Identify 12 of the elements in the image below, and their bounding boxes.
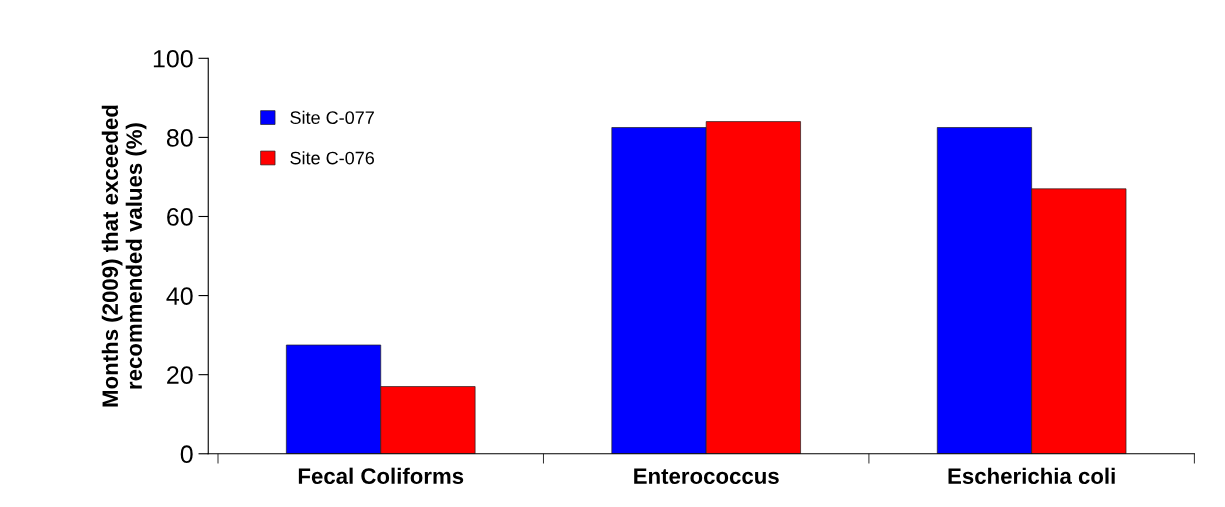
- y-tick-label: 100: [153, 49, 193, 68]
- y-tick-label: 20: [167, 366, 193, 384]
- x-tick-label: Fecal Coliforms: [298, 467, 464, 484]
- legend-label: Site C-076: [290, 151, 375, 165]
- legend-label: Site C-077: [290, 110, 374, 125]
- y-tick-label: 40: [166, 287, 193, 305]
- x-tick-label: Escherichia coli: [948, 467, 1115, 484]
- y-tick-label: 0: [180, 445, 193, 464]
- y-tick-label: 60: [167, 208, 193, 226]
- x-tick-label: Enterococcus: [634, 468, 779, 484]
- y-axis-title: Months (2009) that exceeded recommended values (%): [101, 105, 147, 407]
- y-tick-label: 80: [166, 129, 193, 147]
